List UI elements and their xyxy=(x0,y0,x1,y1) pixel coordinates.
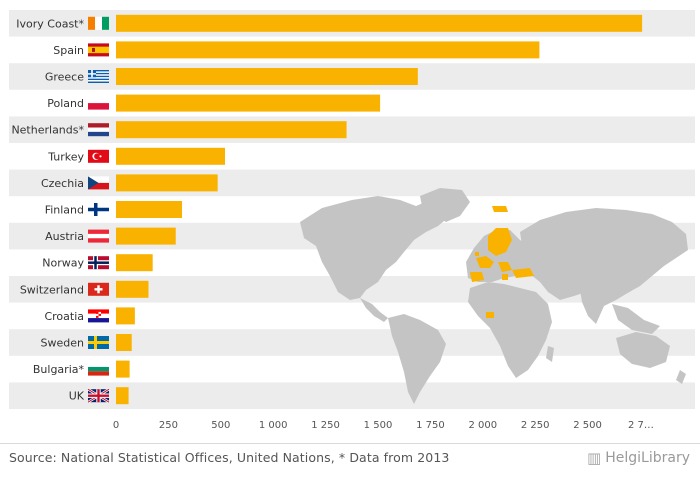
north-america-shape xyxy=(300,196,450,300)
flag-gr-icon xyxy=(88,70,109,83)
category-label: Switzerland xyxy=(20,283,84,296)
bar[interactable] xyxy=(116,41,540,59)
footer-divider xyxy=(0,443,700,444)
x-tick-label: 250 xyxy=(159,420,178,431)
ivory-coast-highlight xyxy=(486,312,494,318)
bar[interactable] xyxy=(116,68,418,85)
bars xyxy=(116,14,643,405)
category-label: Netherlands* xyxy=(11,124,84,137)
bar[interactable] xyxy=(116,201,183,218)
category-label: UK xyxy=(69,390,85,403)
bar[interactable] xyxy=(116,147,225,165)
world-map xyxy=(300,188,688,404)
asia-shape xyxy=(520,208,688,306)
x-tick-label: 1 500 xyxy=(364,420,393,431)
central-europe-highlight xyxy=(476,256,494,268)
x-tick-label: 2 500 xyxy=(573,420,602,431)
row-band xyxy=(9,116,695,143)
bar[interactable] xyxy=(116,14,643,32)
category-label: Sweden xyxy=(41,337,84,350)
india-shape xyxy=(580,290,604,324)
x-tick-label: 2 000 xyxy=(468,420,497,431)
uk-highlight xyxy=(475,252,479,256)
x-tick-label: 500 xyxy=(211,420,230,431)
new-zealand-shape xyxy=(676,370,686,384)
x-tick-label: 0 xyxy=(113,420,119,431)
svalbard-highlight xyxy=(492,206,508,212)
spain-highlight xyxy=(470,272,484,282)
category-label: Turkey xyxy=(47,150,84,163)
x-tick-label: 1 750 xyxy=(416,420,445,431)
bar[interactable] xyxy=(116,360,130,378)
flag-at-icon xyxy=(88,229,109,243)
category-label: Austria xyxy=(45,230,84,243)
category-label: Czechia xyxy=(41,177,84,190)
flag-pl-icon xyxy=(88,96,109,110)
x-tick-label: 1 250 xyxy=(311,420,340,431)
chart: Ivory Coast* Spain Greece Poland Netherlands… xyxy=(9,10,695,431)
flag-cz-icon xyxy=(88,176,109,190)
flag-nl-icon xyxy=(88,123,109,137)
bar[interactable] xyxy=(116,174,218,192)
row-band xyxy=(9,329,695,356)
turkey-highlight xyxy=(512,268,534,278)
central-america-shape xyxy=(360,298,388,322)
flag-uk-icon xyxy=(87,388,110,404)
flag-se-icon xyxy=(88,336,109,349)
row-band xyxy=(9,169,695,197)
flags xyxy=(87,16,110,404)
helgi-library-brand[interactable]: ▥ HelgiLibrary xyxy=(587,449,690,467)
greece-highlight xyxy=(502,274,508,280)
austria-highlight xyxy=(498,262,512,272)
flag-tr-icon xyxy=(88,149,109,163)
row-band xyxy=(9,382,695,409)
category-label: Spain xyxy=(53,44,84,57)
bar[interactable] xyxy=(116,334,132,351)
x-tick-label: 1 000 xyxy=(259,420,288,431)
nordic-highlight xyxy=(488,228,512,256)
bar[interactable] xyxy=(116,227,176,245)
x-tick-label: 2 7… xyxy=(628,420,654,431)
x-tick-label: 2 250 xyxy=(521,420,550,431)
brand-name: HelgiLibrary xyxy=(605,450,690,466)
africa-shape xyxy=(468,282,552,378)
category-labels: Ivory Coast* Spain Greece Poland Netherlands… xyxy=(11,17,84,402)
category-label: Greece xyxy=(45,71,84,84)
flag-ci-icon xyxy=(88,16,109,30)
madagascar-shape xyxy=(546,346,554,362)
bar[interactable] xyxy=(116,254,153,272)
bar[interactable] xyxy=(116,307,135,325)
greenland-shape xyxy=(420,188,470,222)
flag-bg-icon xyxy=(88,362,109,376)
bar[interactable] xyxy=(116,121,347,139)
south-america-shape xyxy=(388,314,446,404)
category-label: Bulgaria* xyxy=(33,363,85,376)
bar[interactable] xyxy=(116,280,149,298)
flag-no-icon xyxy=(88,256,109,270)
category-label: Finland xyxy=(45,204,84,217)
source-note: Source: National Statistical Offices, Un… xyxy=(9,450,450,465)
australia-shape xyxy=(616,332,670,368)
southeast-asia-shape xyxy=(612,304,660,334)
bar[interactable] xyxy=(116,94,381,112)
category-label: Ivory Coast* xyxy=(16,17,84,30)
flag-hr-icon xyxy=(88,309,109,323)
bar[interactable] xyxy=(116,387,129,405)
flag-es-icon xyxy=(88,43,109,57)
category-label: Norway xyxy=(42,257,84,270)
flag-fi-icon xyxy=(88,203,109,216)
category-label: Poland xyxy=(47,97,84,110)
category-label: Croatia xyxy=(44,310,84,323)
library-logo-icon: ▥ xyxy=(587,449,602,467)
x-axis-ticks: 0 250 500 1 000 1 250 1 500 1 750 2 000 2 250 2 5… xyxy=(113,420,654,431)
flag-ch-icon xyxy=(88,282,109,296)
